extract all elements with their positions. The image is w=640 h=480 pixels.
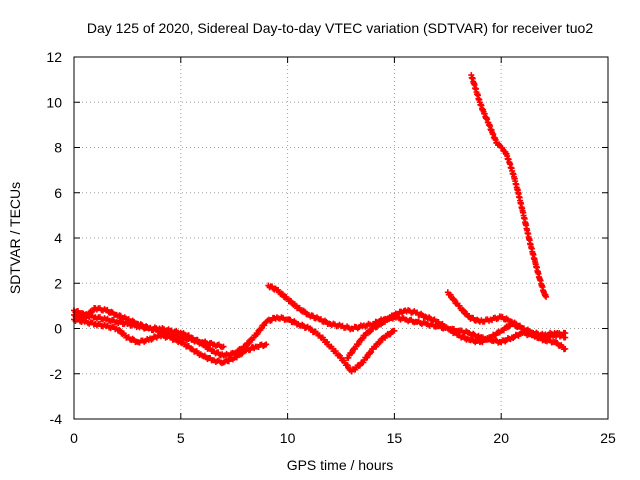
data-track: [344, 307, 569, 361]
data-track: [444, 289, 569, 341]
data-point-marker: [359, 335, 366, 342]
data-point-marker: [542, 291, 549, 298]
data-point-marker: [133, 338, 140, 345]
data-point-marker: [348, 350, 355, 357]
x-tick-label: 15: [387, 430, 403, 446]
data-point-marker: [278, 290, 285, 297]
y-tick-label: 2: [54, 275, 62, 291]
data-track: [71, 305, 227, 351]
data-point-marker: [368, 349, 375, 356]
data-point-marker: [472, 85, 479, 92]
data-point-marker: [261, 342, 268, 349]
data-point-marker: [421, 319, 428, 326]
y-tick-label: 8: [54, 140, 62, 156]
data-points: [71, 72, 569, 375]
x-tick-label: 10: [280, 430, 296, 446]
data-point-marker: [352, 345, 359, 352]
data-point-marker: [283, 293, 290, 300]
data-point-marker: [208, 339, 215, 346]
data-point-marker: [218, 344, 225, 351]
data-point-marker: [459, 306, 466, 313]
y-axis-label: SDTVAR / TECUs: [7, 182, 23, 294]
data-point-marker: [336, 352, 343, 359]
data-point-marker: [349, 349, 356, 356]
data-point-marker: [499, 144, 506, 151]
data-point-marker: [465, 312, 472, 319]
data-point-marker: [560, 334, 567, 341]
grid: [74, 57, 608, 419]
y-tick-label: 12: [46, 49, 62, 65]
data-point-marker: [364, 354, 371, 361]
data-point-marker: [165, 326, 172, 333]
data-point-marker: [245, 340, 252, 347]
x-tick-label: 0: [70, 430, 78, 446]
x-tick-label: 20: [493, 430, 509, 446]
data-point-marker: [451, 297, 458, 304]
chart-title: Day 125 of 2020, Sidereal Day-to-day VTE…: [87, 20, 594, 36]
data-point-marker: [390, 327, 397, 334]
data-point-marker: [560, 346, 567, 353]
x-tick-label: 5: [177, 430, 185, 446]
data-point-marker: [101, 306, 108, 313]
x-axis-label: GPS time / hours: [287, 457, 394, 473]
data-point-marker: [510, 171, 517, 178]
data-point-marker: [460, 307, 467, 314]
data-point-marker: [355, 340, 362, 347]
data-point-marker: [377, 338, 384, 345]
data-point-marker: [400, 315, 407, 322]
data-track: [71, 316, 270, 367]
data-point-marker: [186, 335, 193, 342]
data-point-marker: [344, 362, 351, 369]
axis-ticks: 0 5 10 15 20 25 -4 -2 0 2 4 6 8 10 12: [46, 49, 616, 446]
data-point-marker: [246, 340, 253, 347]
data-point-marker: [258, 325, 265, 332]
y-tick-label: 10: [46, 94, 62, 110]
data-point-marker: [447, 291, 454, 298]
data-track: [468, 72, 550, 300]
y-tick-label: 6: [54, 185, 62, 201]
data-point-marker: [336, 321, 343, 328]
y-tick-label: -4: [50, 411, 63, 427]
y-tick-label: -2: [50, 366, 63, 382]
data-point-marker: [376, 339, 383, 346]
data-point-marker: [279, 291, 286, 298]
data-point-marker: [116, 326, 123, 333]
y-tick-label: 4: [54, 230, 62, 246]
y-tick-label: 0: [54, 321, 62, 337]
x-tick-label: 25: [600, 430, 616, 446]
data-point-marker: [254, 330, 261, 337]
data-point-marker: [476, 96, 483, 103]
